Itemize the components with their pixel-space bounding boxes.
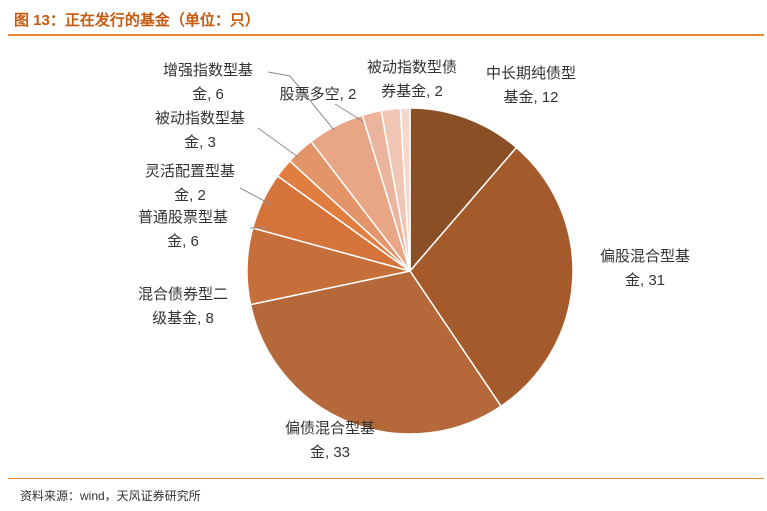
slice-label-7: 增强指数型基金, 6	[163, 62, 253, 103]
source-note: 资料来源：wind，天风证券研究所	[20, 489, 201, 503]
slice-label-8: 股票多空, 2	[280, 86, 357, 103]
leader-line-6	[257, 127, 299, 158]
slice-label-9: 被动指数型债券基金, 2	[367, 59, 457, 100]
leader-line-7	[267, 71, 335, 131]
slice-label-4: 普通股票型基金, 6	[138, 209, 228, 250]
leader-line-5	[239, 187, 273, 206]
pie-slice-10	[399, 107, 411, 272]
pie-slice-1	[409, 146, 574, 408]
pie-slice-2	[249, 270, 503, 435]
slice-label-0: 中长期纯债型基金, 12	[486, 65, 576, 106]
pie-slice-0	[409, 107, 518, 274]
leader-line-8	[334, 103, 365, 123]
slice-label-6: 被动指数型基金, 3	[155, 110, 245, 151]
slice-label-2: 偏债混合型基金, 33	[285, 420, 375, 461]
title-divider	[8, 34, 764, 36]
slice-label-5: 灵活配置型基金, 2	[145, 163, 235, 204]
figure-title: 图 13：正在发行的基金（单位：只）	[14, 12, 260, 29]
slice-label-1: 偏股混合型基金, 31	[600, 248, 690, 289]
slice-label-3: 混合债券型二级基金, 8	[138, 286, 228, 327]
source-divider	[8, 478, 764, 479]
